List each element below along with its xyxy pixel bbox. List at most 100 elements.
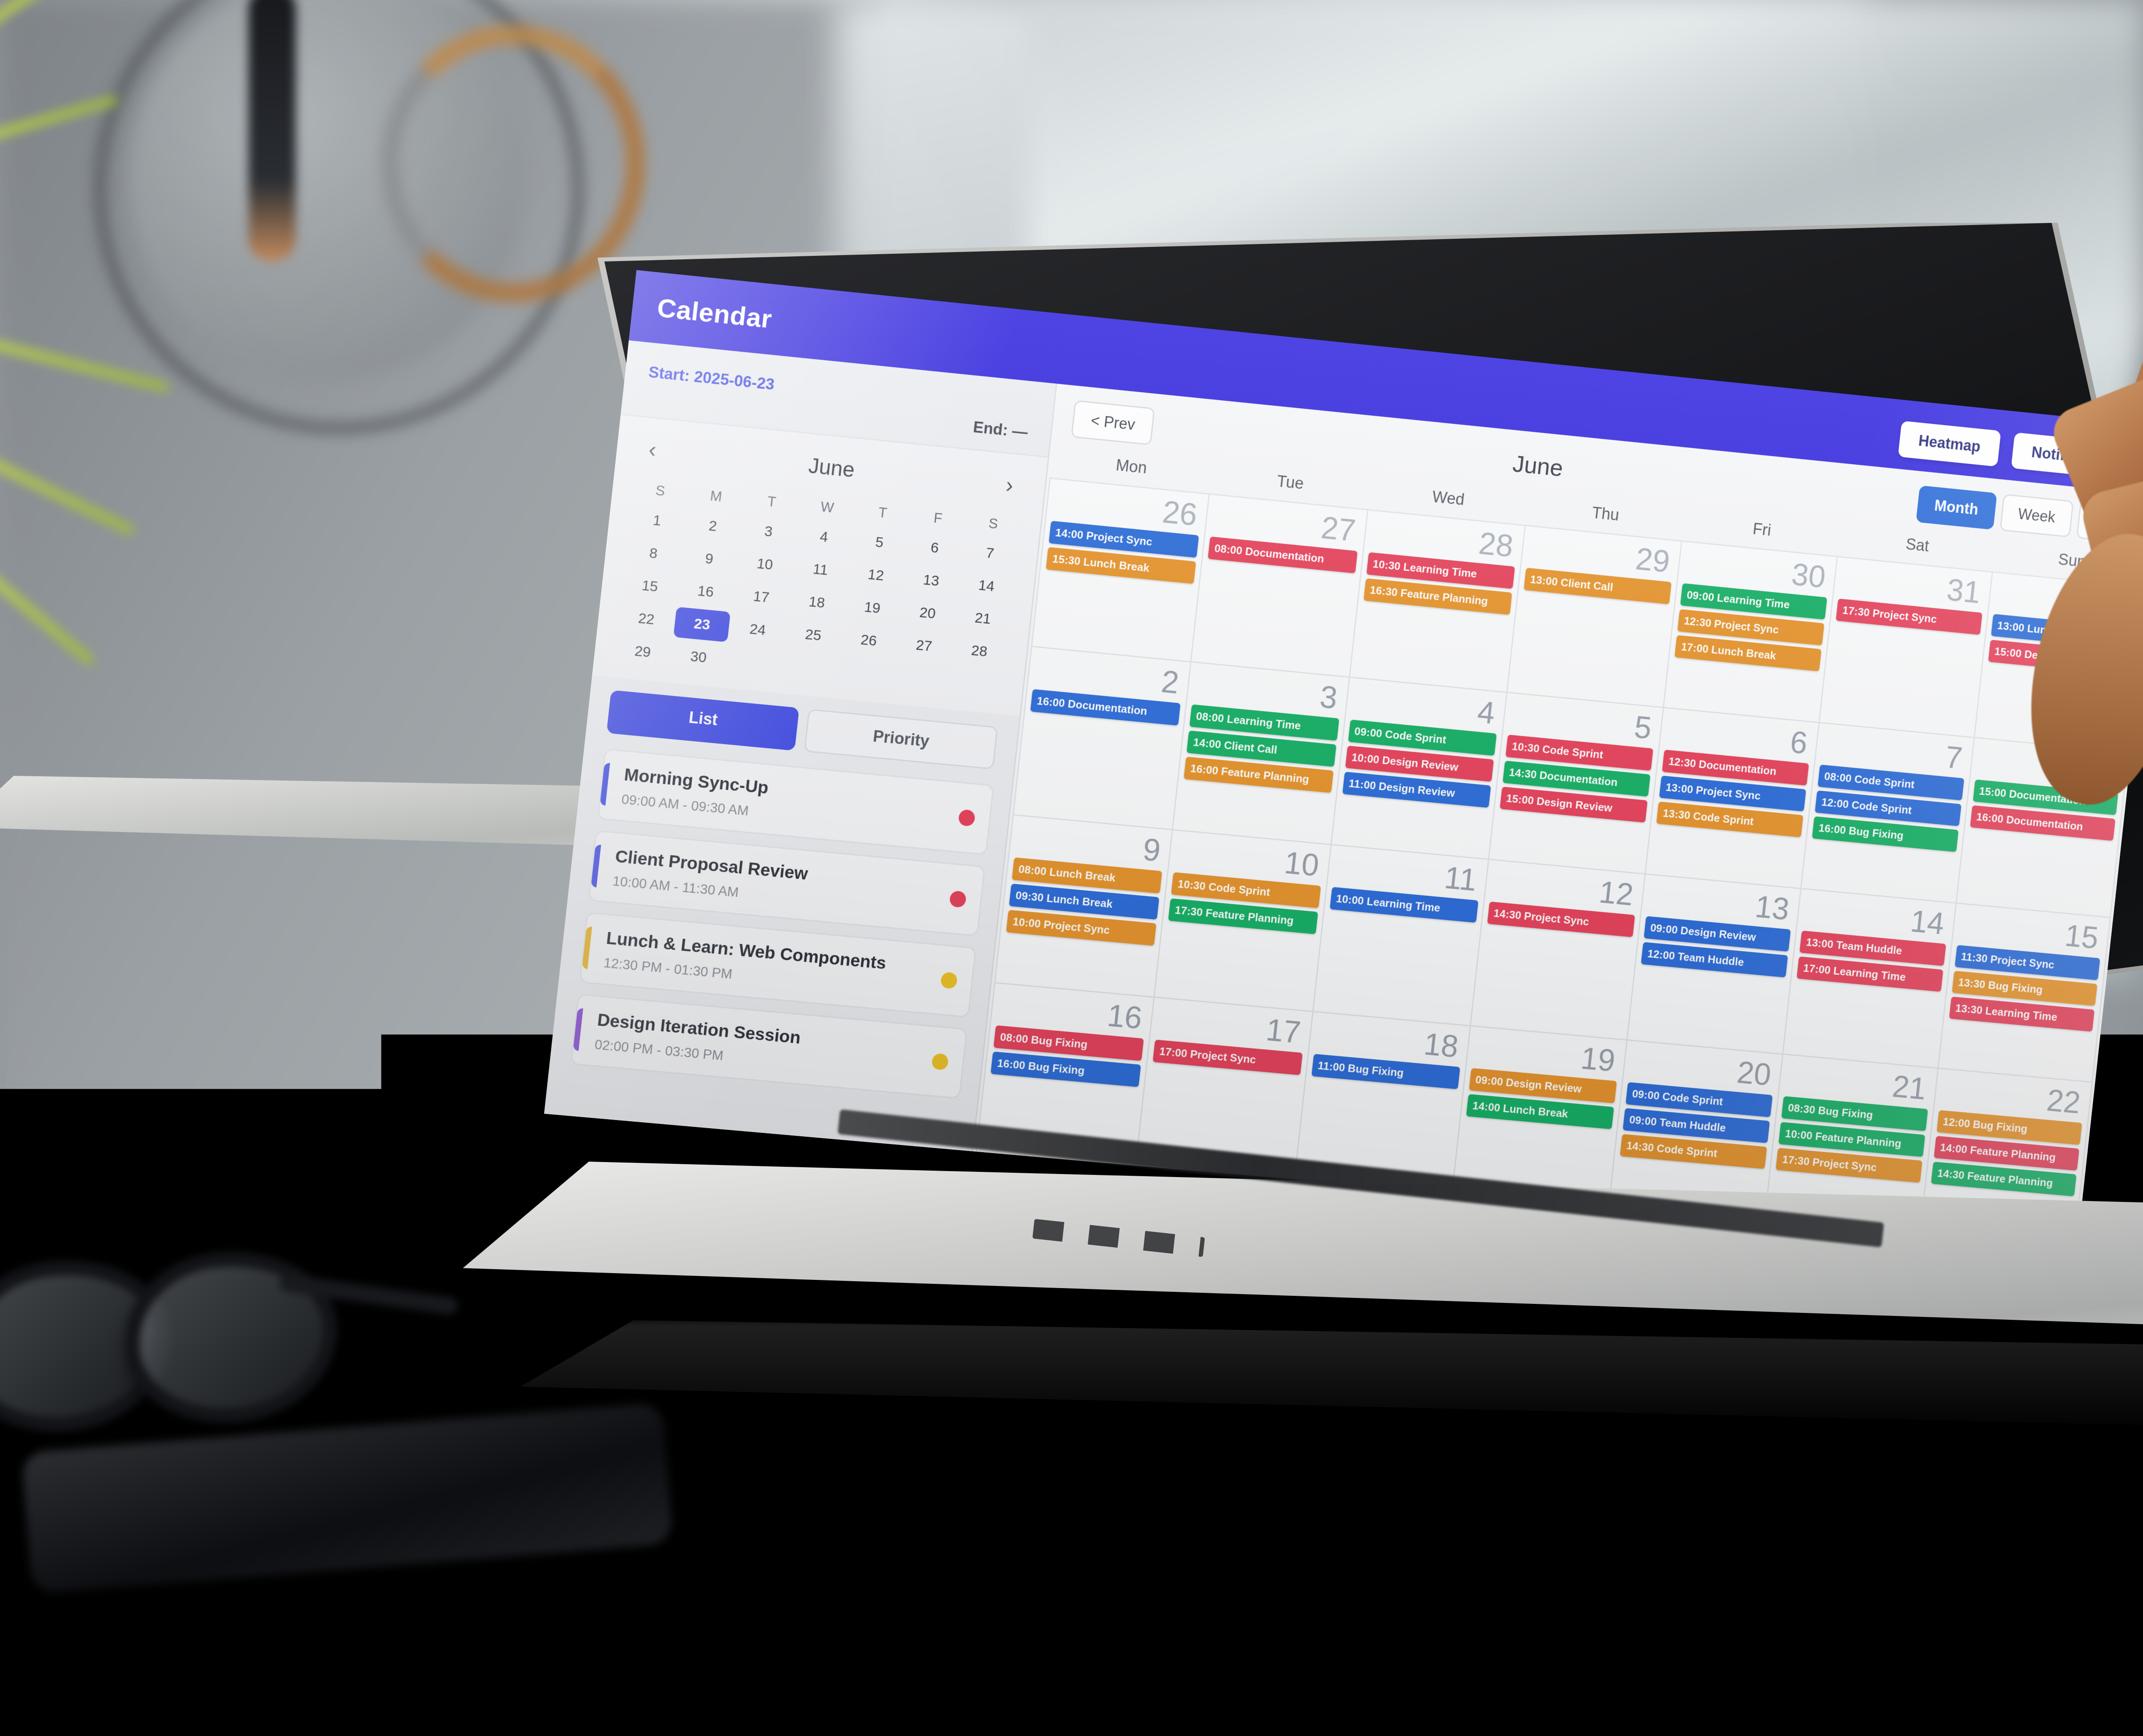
event-priority-dot xyxy=(931,1053,949,1070)
mini-day[interactable]: 17 xyxy=(732,580,789,615)
mini-day[interactable]: 1 xyxy=(628,503,686,538)
toggle-list[interactable]: List xyxy=(606,690,799,751)
mini-day[interactable]: 12 xyxy=(847,558,904,593)
view-mode-week[interactable]: Week xyxy=(1999,494,2074,538)
calendar-event-chips: 13:00 Team Huddle 17:00 Learning Time xyxy=(1797,930,1946,991)
calendar-day-cell[interactable]: 1 13:00 Lunch Break 15:00 Design Review xyxy=(1975,573,2143,753)
calendar-day-cell[interactable]: 27 08:00 Documentation xyxy=(1192,495,1368,678)
calendar-event-chips: 08:00 Code Sprint 12:00 Code Sprint 16:00 … xyxy=(1812,764,1964,852)
range-end-label[interactable]: End: — xyxy=(972,396,1031,442)
notifications-button[interactable]: Notifications xyxy=(2011,432,2140,481)
calendar-day-cell[interactable]: 10 10:30 Code Sprint 17:30 Feature Plannin… xyxy=(1155,830,1332,1012)
calendar-day-cell[interactable]: 30 09:00 Learning Time 12:30 Project Sync 1… xyxy=(1664,542,1838,723)
mini-day[interactable]: 24 xyxy=(729,612,786,648)
calendar-day-cell[interactable]: 8 15:00 Documentation 16:00 Documentation xyxy=(1957,738,2129,918)
calendar-event-chips: 12:00 Bug Fixing 14:00 Feature Planning 14… xyxy=(1931,1110,2082,1196)
calendar-day-cell[interactable]: 6 12:30 Documentation 13:00 Project Sync 13… xyxy=(1646,708,1820,889)
mini-day[interactable]: 3 xyxy=(740,514,797,550)
mini-day[interactable]: 20 xyxy=(899,596,956,631)
mini-next-month-icon[interactable]: › xyxy=(993,471,1026,499)
laptop-screen: Calendar Heatmap Notifications Start: 20… xyxy=(544,270,2143,1248)
mini-day[interactable]: 19 xyxy=(844,590,901,625)
calendar-day-cell[interactable]: 9 08:00 Lunch Break 09:30 Lunch Break 10:00… xyxy=(995,815,1173,998)
mini-day[interactable]: 6 xyxy=(906,530,963,565)
mini-prev-month-icon[interactable]: ‹ xyxy=(636,436,669,464)
calendar-day-cell[interactable]: 5 10:30 Code Sprint 14:30 Documentation 15:… xyxy=(1489,693,1664,874)
mini-day[interactable]: 2 xyxy=(684,508,741,544)
range-start-label[interactable]: Start: 2025-06-23 xyxy=(648,363,775,393)
mini-day[interactable]: 4 xyxy=(795,520,852,555)
mini-dow-label: T xyxy=(855,498,911,528)
calendar-day-cell[interactable]: 29 13:00 Client Call xyxy=(1507,526,1682,708)
event-priority-dot xyxy=(940,972,957,989)
calendar-day-cell[interactable]: 13 09:00 Design Review 12:00 Team Huddle xyxy=(1627,874,1801,1055)
calendar-event-chips: 09:00 Code Sprint 10:00 Design Review 11:0… xyxy=(1342,719,1497,808)
calendar-day-cell[interactable]: 12 14:30 Project Sync xyxy=(1471,860,1646,1041)
event-priority-dot xyxy=(949,890,966,908)
event-priority-dot xyxy=(958,809,975,827)
view-mode-day[interactable]: Day xyxy=(2076,502,2139,544)
event-text: Design Iteration Session 02:00 PM - 03:30… xyxy=(594,1010,935,1082)
calendar-day-cell[interactable]: 28 10:30 Learning Time 16:30 Feature Plann… xyxy=(1350,511,1525,693)
view-mode-month[interactable]: Month xyxy=(1916,485,1997,530)
mini-day[interactable]: 18 xyxy=(788,585,845,620)
event-text: Lunch & Learn: Web Components 12:30 PM - … xyxy=(603,928,943,1001)
calendar-event-chips: 09:00 Design Review 14:00 Lunch Break xyxy=(1466,1068,1617,1129)
mini-day[interactable]: 5 xyxy=(851,525,908,561)
mini-day[interactable]: 27 xyxy=(896,628,953,664)
calendar-event-chips: 10:30 Code Sprint 17:30 Feature Planning xyxy=(1168,872,1321,934)
mini-day[interactable]: 30 xyxy=(670,640,727,675)
mini-day[interactable]: 11 xyxy=(792,552,849,588)
mini-dow-label: S xyxy=(965,509,1021,539)
calendar-day-cell[interactable]: 15 11:30 Project Sync 13:30 Bug Fixing 13:3… xyxy=(1939,904,2111,1083)
calendar-event-chips: 10:30 Code Sprint 14:30 Documentation 15:0… xyxy=(1500,735,1654,823)
app-title: Calendar xyxy=(656,293,774,335)
calendar-event-chips: 09:00 Code Sprint 09:00 Team Huddle 14:30 … xyxy=(1620,1082,1773,1169)
mini-day[interactable]: 26 xyxy=(840,623,897,658)
mini-dow-label: W xyxy=(799,492,855,522)
prev-month-button[interactable]: < Prev xyxy=(1071,400,1155,445)
calendar-day-cell[interactable]: 7 08:00 Code Sprint 12:00 Code Sprint 16:00… xyxy=(1802,723,1975,904)
mini-calendar: ‹ June › S M T W T F S 1 2 3 4 5 6 7 8 9 10 11 12 13 14 15 16 1… xyxy=(592,415,1047,716)
heatmap-button[interactable]: Heatmap xyxy=(1898,421,2001,467)
app-body: Start: 2025-06-23 End: — ‹ June › SMTWTF… xyxy=(544,340,2143,1248)
calendar-day-cell[interactable]: 31 17:30 Project Sync xyxy=(1820,557,1993,738)
mini-day[interactable]: 28 xyxy=(951,634,1008,669)
photo-scene: Database Schema 1Jane DoeRequirements An… xyxy=(0,0,2143,1736)
sidebar-event-list[interactable]: Morning Sync-Up 09:00 AM - 09:30 AM Client… xyxy=(544,742,1012,1151)
calendar-day-cell[interactable]: 4 09:00 Code Sprint 10:00 Design Review 11:… xyxy=(1332,678,1507,860)
mini-day[interactable]: 8 xyxy=(625,536,682,571)
calendar-event-chips: 08:00 Bug Fixing 16:00 Bug Fixing xyxy=(990,1025,1144,1087)
calendar-day-cell[interactable]: 14 13:00 Team Huddle 17:00 Learning Time xyxy=(1783,889,1957,1069)
mini-day[interactable]: 7 xyxy=(961,536,1018,571)
primary-laptop: Calendar Heatmap Notifications Start: 20… xyxy=(596,223,2143,1509)
mini-day[interactable]: 15 xyxy=(621,569,678,604)
sidebar: Start: 2025-06-23 End: — ‹ June › S M T W T F… xyxy=(544,340,1057,1151)
plant-fronds xyxy=(0,17,210,703)
calendar-day-cell[interactable]: 2 16:00 Documentation xyxy=(1014,647,1192,830)
calendar-event-chips: 09:00 Design Review 12:00 Team Huddle xyxy=(1641,916,1791,977)
event-accent-bar xyxy=(600,763,610,806)
mini-day[interactable]: 10 xyxy=(736,547,793,582)
mini-day[interactable]: 22 xyxy=(618,601,675,637)
eyeglass-lens-right xyxy=(115,1239,348,1435)
mini-day[interactable]: 16 xyxy=(677,574,734,610)
calendar-day-cell[interactable]: 11 10:00 Learning Time xyxy=(1313,845,1489,1027)
event-text: Client Proposal Review 10:00 AM - 11:30 A… xyxy=(612,846,952,919)
mini-day[interactable]: 14 xyxy=(958,568,1014,604)
mini-day[interactable]: 29 xyxy=(614,634,671,670)
mini-day[interactable]: 9 xyxy=(681,541,738,577)
mini-day[interactable]: 21 xyxy=(954,601,1011,636)
calendar-month-grid: 26 14:00 Project Sync 15:30 Lunch Break 27 0… xyxy=(975,478,2143,1248)
mini-day-selected[interactable]: 23 xyxy=(673,607,731,643)
calendar-day-cell[interactable]: 3 08:00 Learning Time 14:00 Client Call 16:… xyxy=(1173,662,1350,845)
mini-dow-label: M xyxy=(688,481,744,511)
calendar-day-cell[interactable]: 26 14:00 Project Sync 15:30 Lunch Break xyxy=(1032,479,1210,662)
event-text: Morning Sync-Up 09:00 AM - 09:30 AM xyxy=(621,764,961,838)
toggle-priority[interactable]: Priority xyxy=(804,709,998,770)
mini-calendar-grid: S M T W T F S 1 2 3 4 5 6 7 8 9 10 11 12 13 14 15 16 17 18 19 20 21… xyxy=(614,476,1021,701)
mini-day[interactable]: 13 xyxy=(903,563,960,598)
calendar-event-chips: 15:00 Documentation 16:00 Documentation xyxy=(1970,779,2118,841)
mini-day[interactable]: 25 xyxy=(785,618,842,653)
calendar-event-chips: 08:00 Lunch Break 09:30 Lunch Break 10:00 … xyxy=(1006,857,1162,946)
